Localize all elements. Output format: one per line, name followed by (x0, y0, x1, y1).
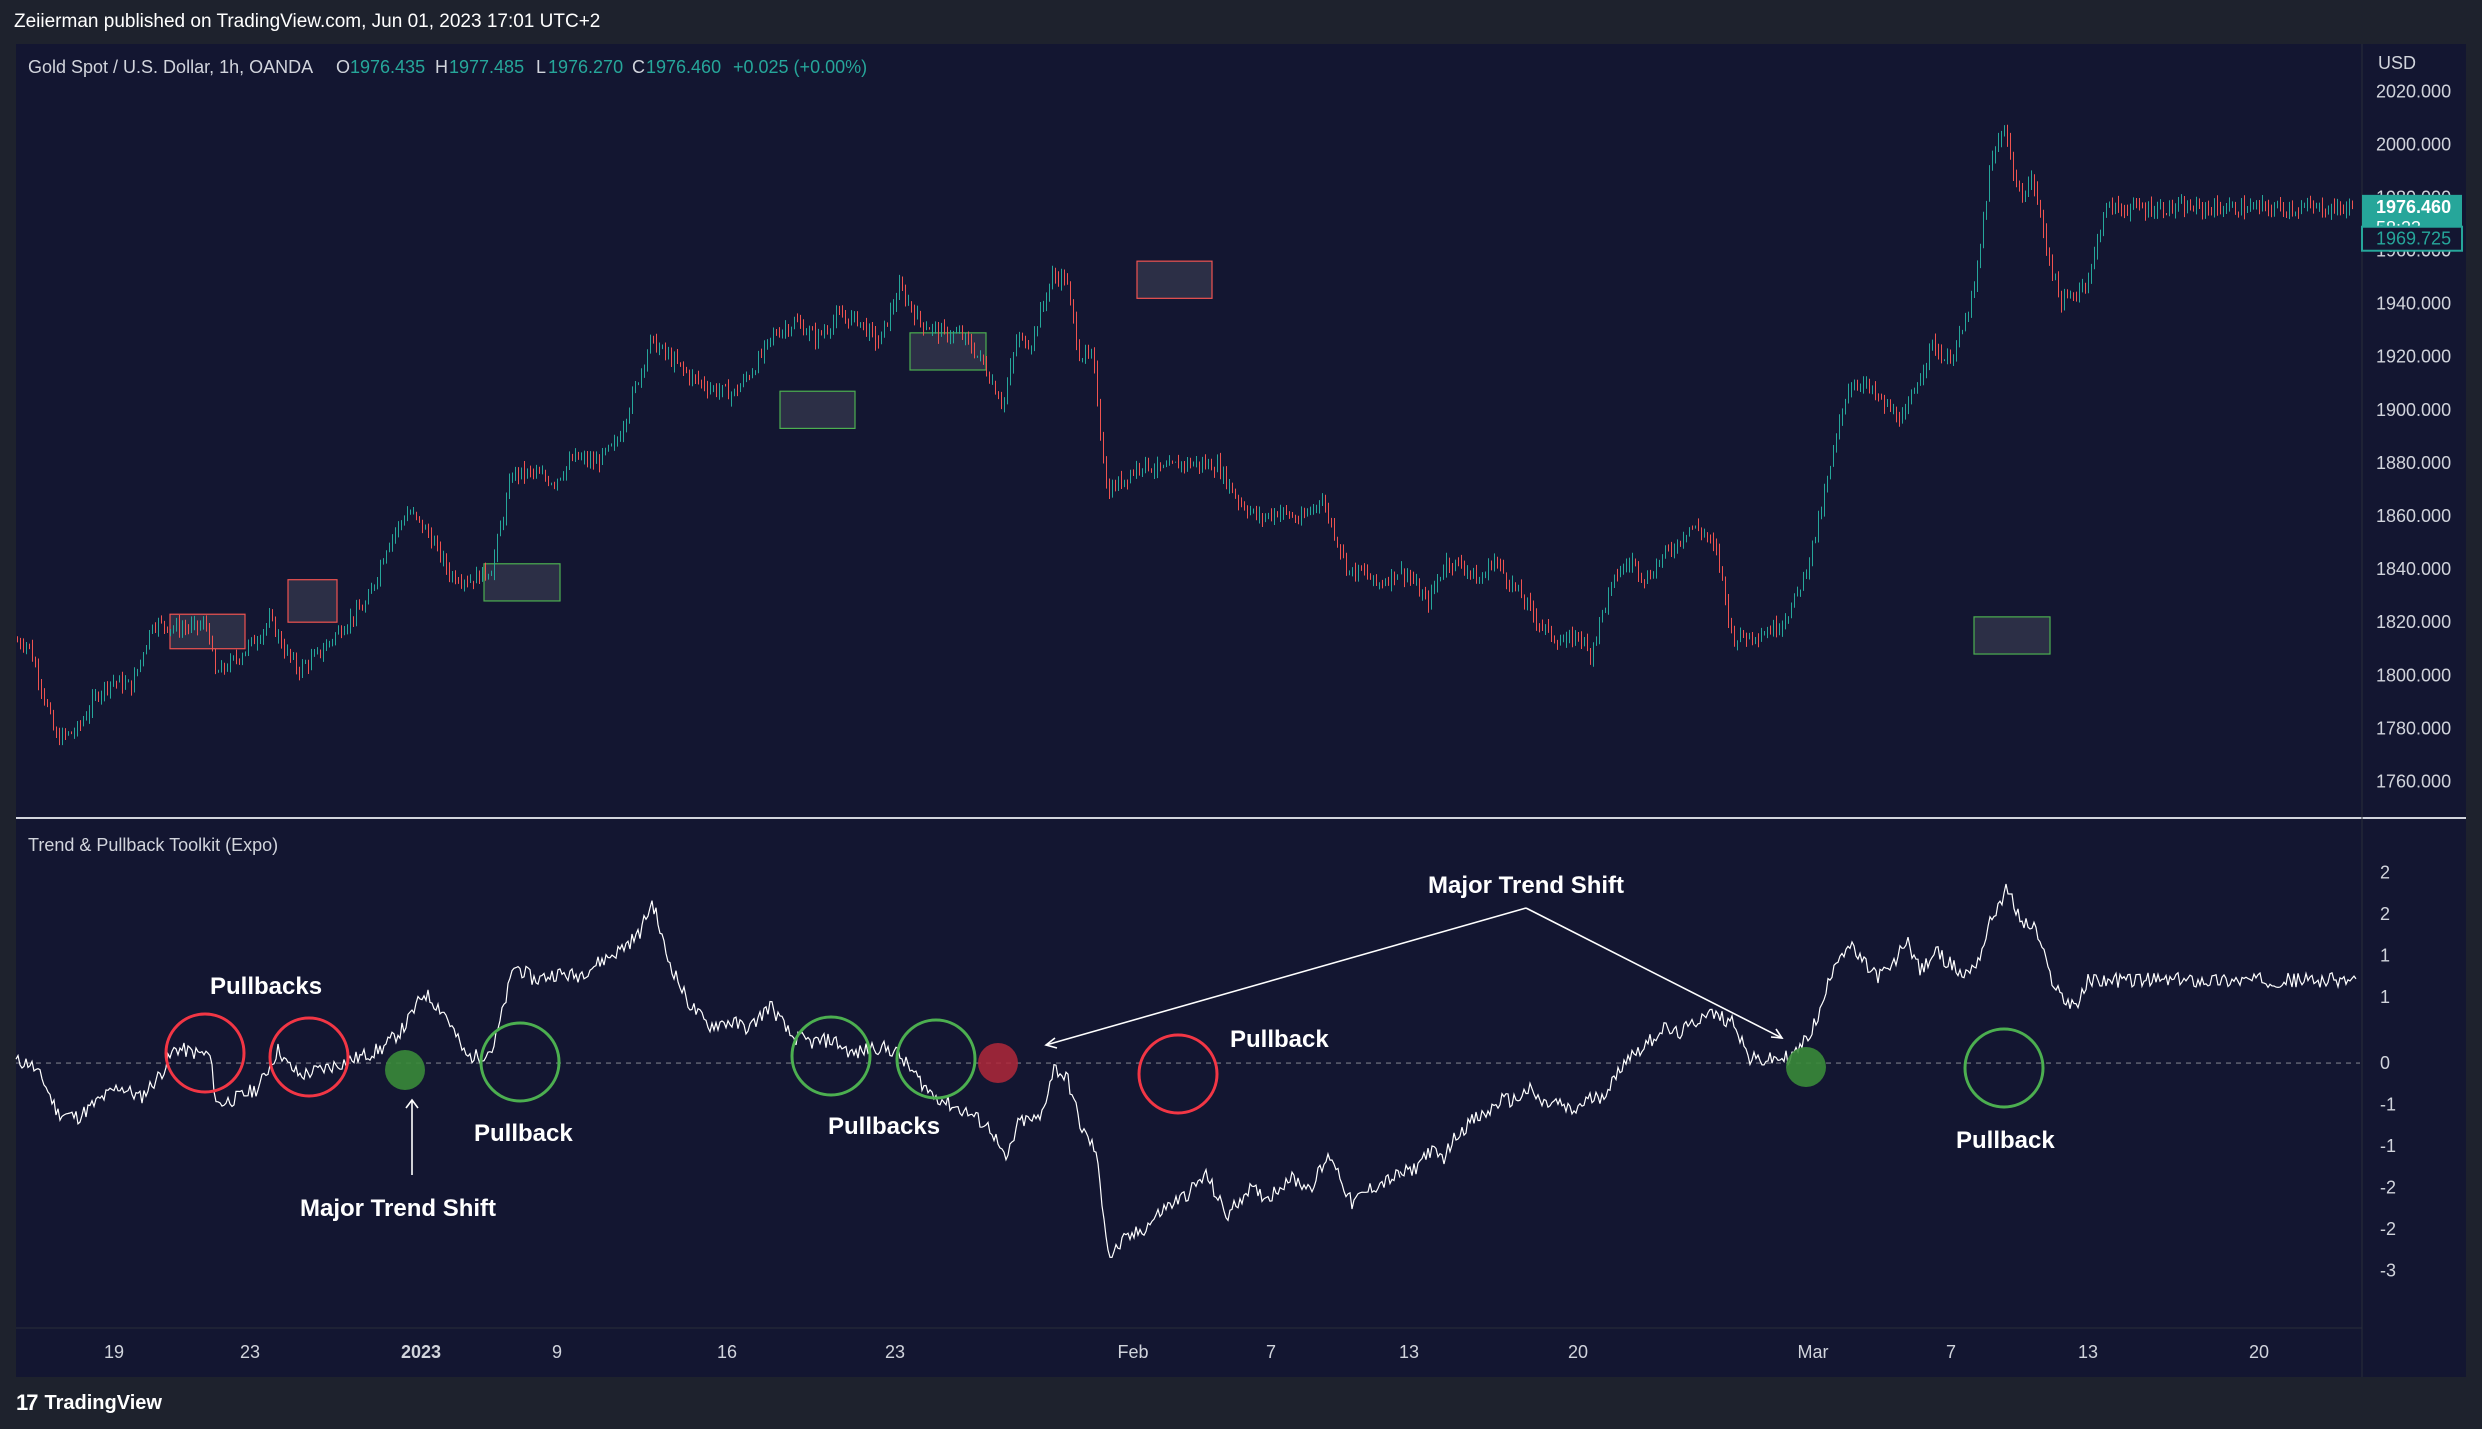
annotation-labels: Pullbacks Pullback Major Trend Shift Pul… (210, 872, 2055, 1222)
pullbacks-label: Pullbacks (828, 1113, 940, 1140)
symbol-name: Gold Spot / U.S. Dollar, 1h, OANDA (28, 57, 313, 77)
time-tick-label: 13 (2078, 1342, 2098, 1362)
major-trend-shift-label: Major Trend Shift (1428, 872, 1624, 899)
supply-zone-box (1136, 260, 1213, 299)
time-tick-label: 16 (717, 1342, 737, 1362)
green-pullback-circle (895, 1018, 977, 1100)
green-trend-shift-dot (1786, 1047, 1826, 1087)
low-value: 1976.270 (548, 57, 623, 77)
close-label: C (632, 57, 645, 77)
oscillator-axis-ticks: 2 2 1 1 0 -1 -1 -2 -2 -3 (2380, 862, 2396, 1280)
oscillator-line (15, 900, 1401, 1259)
change-value: +0.025 (+0.00%) (733, 57, 867, 77)
publisher-text: Zeiierman published on TradingView.com, … (14, 11, 601, 32)
price-axis-area (2362, 44, 2466, 1377)
time-tick-label: 13 (1399, 1342, 1419, 1362)
oscillator-tick-label: -2 (2380, 1177, 2396, 1197)
time-tick-label: 20 (2249, 1342, 2269, 1362)
red-pullback-circle (1137, 1033, 1219, 1115)
arrow-line (1045, 907, 1527, 1046)
pullback-label: Pullback (1230, 1026, 1329, 1053)
oscillator-tick-label: -1 (2380, 1136, 2396, 1156)
major-trend-shift-label: Major Trend Shift (300, 1195, 496, 1222)
close-value: 1976.460 (646, 57, 721, 77)
pullbacks-label: Pullbacks (210, 973, 322, 1000)
pullback-markers (164, 1012, 2045, 1115)
oscillator-tick-label: -3 (2380, 1260, 2396, 1280)
indicator-title: Trend & Pullback Toolkit (Expo) (28, 835, 278, 855)
price-tick-label: 2020.000 (2376, 81, 2451, 101)
price-tick-label: 1880.000 (2376, 453, 2451, 473)
supply-zone-box (287, 579, 338, 623)
green-pullback-circle (479, 1021, 561, 1103)
open-value: 1976.435 (350, 57, 425, 77)
chart-background (16, 44, 2466, 1377)
secondary-price-background (2361, 225, 2463, 252)
price-series (17, 124, 2353, 746)
footer-brand[interactable]: 17 TradingView (0, 1377, 2482, 1429)
secondary-price-label: 1969.725 (2376, 229, 2451, 249)
price-tick-label: 1800.000 (2376, 665, 2451, 685)
green-trend-shift-dot (385, 1050, 425, 1090)
price-tick-label: 1920.000 (2376, 347, 2451, 367)
price-tick-label: 1760.000 (2376, 771, 2451, 791)
price-tick-label: 1820.000 (2376, 612, 2451, 632)
last-price-label: 1976.460 (2376, 197, 2451, 217)
pullback-label: Pullback (1956, 1127, 2055, 1154)
oscillator-tick-label: 1 (2380, 945, 2390, 965)
time-tick-label: 7 (1266, 1342, 1276, 1362)
chart-svg[interactable]: Gold Spot / U.S. Dollar, 1h, OANDA O 197… (0, 0, 2482, 1377)
arrow-line (1525, 907, 1783, 1039)
arrow-head (1770, 1028, 1784, 1039)
open-label: O (336, 57, 350, 77)
time-tick-label: Mar (1798, 1342, 1829, 1362)
price-axis-ticks: 2020.0002000.0001980.0001960.0001940.000… (2376, 81, 2451, 791)
oscillator-tick-label: -1 (2380, 1095, 2396, 1115)
zone-boxes (169, 260, 2051, 655)
green-pullback-circle (1963, 1027, 2045, 1109)
price-tick-label: 1940.000 (2376, 294, 2451, 314)
price-tick-label: 1780.000 (2376, 718, 2451, 738)
arrow-head (405, 1098, 419, 1109)
time-tick-label: 9 (552, 1342, 562, 1362)
red-pullback-circle (164, 1012, 246, 1094)
tradingview-logo-icon: 17 (16, 1390, 39, 1415)
price-tick-label: 1900.000 (2376, 400, 2451, 420)
oscillator-tick-label: 0 (2380, 1053, 2390, 1073)
time-tick-label: 23 (240, 1342, 260, 1362)
oscillator-tick-label: 2 (2380, 862, 2390, 882)
time-tick-label: 20 (1568, 1342, 1588, 1362)
brand-label: TradingView (44, 1391, 162, 1414)
time-tick-label: 23 (885, 1342, 905, 1362)
time-tick-label: Feb (1117, 1342, 1148, 1362)
time-tick-label: 7 (1946, 1342, 1956, 1362)
price-tick-label: 2000.000 (2376, 134, 2451, 154)
pullback-label: Pullback (474, 1120, 573, 1147)
red-trend-shift-dot (978, 1043, 1018, 1083)
demand-zone-box (779, 390, 856, 429)
arrow-head (1044, 1037, 1058, 1049)
low-label: L (536, 57, 546, 77)
high-label: H (435, 57, 448, 77)
oscillator-tick-label: 1 (2380, 987, 2390, 1007)
time-axis-ticks: 19 23 2023 9 16 23 Feb 7 13 20 Mar 7 13 20 (104, 1342, 2269, 1362)
time-tick-label: 19 (104, 1342, 124, 1362)
publisher-header: Zeiierman published on TradingView.com, … (0, 0, 2482, 44)
time-tick-label: 2023 (401, 1342, 441, 1362)
high-value: 1977.485 (449, 57, 524, 77)
supply-zone-box (169, 613, 246, 650)
price-tick-label: 1840.000 (2376, 559, 2451, 579)
oscillator-tick-label: -2 (2380, 1219, 2396, 1239)
oscillator-line (1399, 883, 2357, 1177)
red-pullback-circle (268, 1016, 350, 1098)
currency-label: USD (2378, 53, 2416, 73)
oscillator-tick-label: 2 (2380, 904, 2390, 924)
demand-zone-box (1973, 616, 2051, 655)
green-pullback-circle (790, 1015, 872, 1097)
demand-zone-box (483, 563, 561, 602)
annotation-arrows (405, 907, 1784, 1175)
ohlc-values: O 1976.435 H 1977.485 L 1976.270 C 1976.… (336, 57, 867, 77)
price-tick-label: 1860.000 (2376, 506, 2451, 526)
secondary-price-tag: 1969.725 (2361, 225, 2463, 252)
